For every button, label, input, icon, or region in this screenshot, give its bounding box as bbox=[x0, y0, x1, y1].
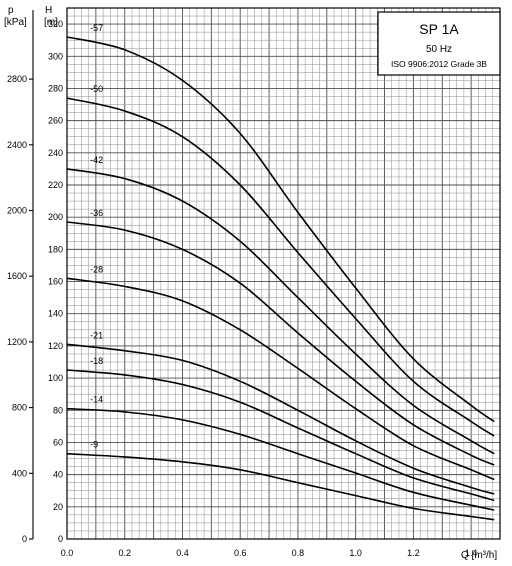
series-curve bbox=[66, 369, 495, 502]
series-curve bbox=[66, 221, 495, 466]
title-box-frame bbox=[377, 11, 501, 76]
head-tick-label: 320 bbox=[48, 19, 63, 29]
x-tick-label: 1.0 bbox=[349, 548, 362, 558]
series-curves bbox=[66, 36, 495, 521]
head-tick-label: 80 bbox=[53, 405, 63, 415]
x-tick-label: 0.8 bbox=[292, 548, 305, 558]
pressure-tick-label: 800 bbox=[12, 403, 27, 413]
standard-label: ISO 9906:2012 Grade 3B bbox=[391, 59, 487, 69]
x-tick-label: 0.2 bbox=[118, 548, 131, 558]
y-left-label-unit: [kPa] bbox=[4, 17, 27, 28]
series-label: -18 bbox=[90, 356, 103, 366]
head-tick-label: 0 bbox=[58, 534, 63, 544]
x-tick-label: 0.0 bbox=[61, 548, 74, 558]
head-tick-label: 100 bbox=[48, 373, 63, 383]
pressure-tick-label: 400 bbox=[12, 468, 27, 478]
pressure-tick-label: 2000 bbox=[7, 206, 27, 216]
head-tick-label: 240 bbox=[48, 148, 63, 158]
series-label: -21 bbox=[90, 330, 103, 340]
x-axis-label: Q [m³/h] bbox=[461, 550, 497, 561]
series-curve bbox=[66, 452, 495, 521]
series-curve bbox=[66, 168, 495, 455]
head-tick-label: 20 bbox=[53, 502, 63, 512]
y-right-label-symbol: H bbox=[45, 5, 52, 16]
series-curve bbox=[66, 277, 495, 481]
series-label: -42 bbox=[90, 155, 103, 165]
x-tick-label: 1.4 bbox=[465, 548, 478, 558]
series-label: -28 bbox=[90, 264, 103, 274]
pressure-tick-label: 2400 bbox=[7, 140, 27, 150]
x-tick-label: 0.6 bbox=[234, 548, 247, 558]
y-left-label-symbol: p bbox=[8, 5, 14, 16]
head-tick-label: 120 bbox=[48, 341, 63, 351]
tick-labels: 0 20 40 60 80 100 120 140 160 180 200 220 240 260 280 3… bbox=[7, 10, 477, 558]
series-curve bbox=[66, 343, 495, 495]
chart-title: SP 1A bbox=[419, 21, 459, 37]
head-tick-label: 200 bbox=[48, 212, 63, 222]
y-right-label-unit: [m] bbox=[44, 17, 58, 28]
head-tick-label: 300 bbox=[48, 51, 63, 61]
pressure-tick-label: 2800 bbox=[7, 74, 27, 84]
series-label: -9 bbox=[90, 440, 98, 450]
head-tick-label: 280 bbox=[48, 83, 63, 93]
head-tick-label: 160 bbox=[48, 277, 63, 287]
series-curve bbox=[66, 36, 495, 423]
x-tick-label: 0.4 bbox=[176, 548, 189, 558]
head-tick-label: 60 bbox=[53, 437, 63, 447]
series-label: -57 bbox=[90, 23, 103, 33]
pressure-tick-label: 0 bbox=[22, 534, 27, 544]
head-tick-label: 220 bbox=[48, 180, 63, 190]
series-label: -14 bbox=[90, 395, 103, 405]
x-tick-label: 1.2 bbox=[407, 548, 420, 558]
head-tick-label: 40 bbox=[53, 470, 63, 480]
chart-grid bbox=[66, 7, 501, 540]
plot-frame bbox=[66, 7, 501, 540]
head-tick-label: 180 bbox=[48, 244, 63, 254]
head-tick-label: 140 bbox=[48, 309, 63, 319]
pressure-tick-label: 1600 bbox=[7, 271, 27, 281]
pressure-tick-label: 1200 bbox=[7, 337, 27, 347]
series-curve bbox=[66, 97, 495, 437]
series-label: -50 bbox=[90, 84, 103, 94]
head-tick-label: 260 bbox=[48, 116, 63, 126]
frequency-label: 50 Hz bbox=[426, 44, 452, 55]
series-curve bbox=[66, 407, 495, 511]
series-labels: -57 -50 -42 -36 -28 -21 -18 -14 -9 bbox=[90, 23, 103, 450]
title-box: SP 1A 50 Hz ISO 9906:2012 Grade 3B bbox=[377, 11, 501, 76]
series-label: -36 bbox=[90, 208, 103, 218]
